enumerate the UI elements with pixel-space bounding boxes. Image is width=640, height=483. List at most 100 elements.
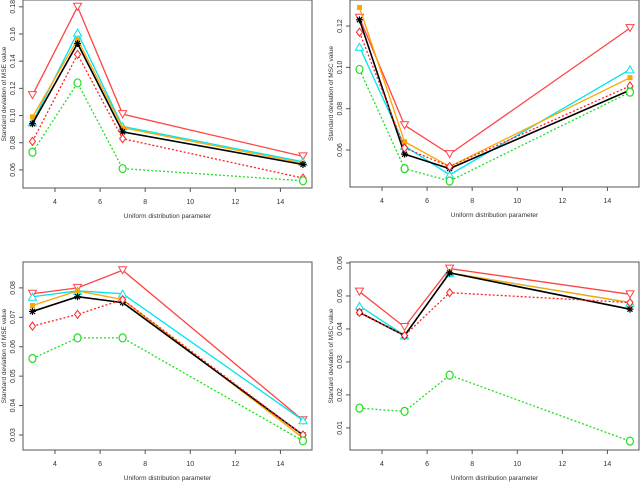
data-point bbox=[27, 292, 38, 301]
data-point bbox=[75, 288, 81, 294]
data-point bbox=[446, 161, 454, 172]
data-point bbox=[72, 28, 83, 37]
data-point bbox=[355, 16, 363, 24]
y-tick-label: 0.08 bbox=[337, 102, 344, 116]
data-point bbox=[298, 415, 308, 425]
series-line bbox=[359, 374, 631, 442]
panel-4: 4 6 8 10 12 14 0.01 0.02 0.03 0.04 0.05 0.06 Uniform… bbox=[328, 256, 640, 482]
series-1 bbox=[354, 13, 635, 159]
series-line bbox=[31, 41, 304, 166]
data-point bbox=[355, 27, 364, 38]
data-point bbox=[355, 64, 364, 75]
data-point bbox=[73, 49, 82, 60]
data-point bbox=[120, 125, 126, 131]
data-point bbox=[118, 333, 127, 343]
y-tick-label: 0.10 bbox=[337, 60, 344, 74]
data-point bbox=[625, 436, 635, 446]
data-point bbox=[401, 150, 409, 158]
x-tick-label: 6 bbox=[98, 199, 102, 206]
y-tick-label: 0.02 bbox=[337, 388, 344, 402]
data-point bbox=[119, 294, 127, 305]
series-line bbox=[359, 292, 631, 337]
x-tick-label: 14 bbox=[277, 199, 285, 206]
data-point bbox=[399, 322, 410, 332]
data-point bbox=[299, 160, 307, 168]
data-point bbox=[28, 353, 37, 364]
data-point bbox=[74, 39, 82, 47]
x-tick-label: 14 bbox=[604, 198, 612, 205]
x-tick-label: 4 bbox=[53, 199, 57, 206]
x-tick-label: 10 bbox=[513, 198, 521, 205]
series-4 bbox=[355, 16, 634, 173]
series-6 bbox=[355, 64, 635, 186]
x-tick-label: 14 bbox=[604, 461, 612, 468]
data-point bbox=[400, 143, 409, 153]
y-tick-label: 0.14 bbox=[10, 54, 17, 68]
series-3 bbox=[356, 270, 633, 339]
plot-frame bbox=[349, 0, 640, 188]
series-line bbox=[32, 298, 304, 436]
series-line bbox=[359, 267, 631, 328]
x-tick-label: 4 bbox=[380, 461, 384, 468]
series-line bbox=[31, 5, 304, 157]
data-point bbox=[627, 75, 633, 81]
x-tick-label: 14 bbox=[277, 461, 285, 468]
series-4 bbox=[28, 39, 307, 168]
x-tick-label: 6 bbox=[425, 461, 429, 468]
y-tick-label: 0.12 bbox=[337, 19, 344, 33]
series-line bbox=[358, 17, 631, 155]
data-point bbox=[73, 78, 82, 88]
data-point bbox=[400, 164, 409, 174]
data-point bbox=[28, 307, 36, 315]
data-point bbox=[625, 87, 635, 97]
x-tick-label: 10 bbox=[513, 461, 521, 468]
x-axis-label: Uniform distribution parameter bbox=[124, 213, 212, 220]
x-tick-label: 12 bbox=[231, 461, 239, 468]
series-line bbox=[32, 290, 304, 439]
series-line bbox=[31, 81, 304, 182]
data-point bbox=[29, 303, 35, 309]
x-tick-label: 6 bbox=[98, 461, 102, 468]
data-point bbox=[75, 36, 81, 42]
data-point bbox=[354, 42, 365, 51]
data-point bbox=[445, 370, 454, 380]
y-tick-label: 0.10 bbox=[10, 109, 17, 123]
series-3 bbox=[29, 288, 306, 441]
data-point bbox=[28, 120, 36, 128]
series-line bbox=[32, 295, 304, 436]
data-point bbox=[28, 136, 37, 147]
data-point bbox=[445, 176, 454, 186]
data-point bbox=[399, 121, 410, 130]
x-tick-label: 4 bbox=[53, 461, 57, 468]
x-tick-label: 4 bbox=[380, 198, 384, 205]
x-axis-label: Uniform distribution parameter bbox=[451, 212, 539, 219]
series-5 bbox=[355, 287, 634, 341]
series-line bbox=[32, 337, 304, 442]
plot-frame bbox=[22, 0, 313, 189]
data-point bbox=[74, 293, 82, 301]
x-tick-label: 8 bbox=[470, 461, 474, 468]
series-line bbox=[32, 290, 304, 421]
x-axis-label: Uniform distribution parameter bbox=[451, 475, 539, 482]
data-point bbox=[446, 269, 454, 277]
series-2 bbox=[27, 28, 308, 166]
data-point bbox=[298, 436, 308, 446]
data-point bbox=[356, 4, 362, 10]
x-tick-label: 8 bbox=[143, 461, 147, 468]
x-tick-label: 8 bbox=[143, 199, 147, 206]
series-line bbox=[358, 46, 631, 176]
data-point bbox=[28, 321, 37, 331]
y-axis-label: Standard deviation of MSC value bbox=[328, 46, 335, 141]
data-point bbox=[625, 64, 635, 74]
series-5 bbox=[28, 49, 307, 183]
x-tick-label: 8 bbox=[470, 198, 474, 205]
series-1 bbox=[27, 2, 308, 161]
data-point bbox=[73, 309, 82, 320]
data-point bbox=[298, 152, 308, 161]
data-point bbox=[355, 403, 364, 413]
data-point bbox=[119, 128, 127, 136]
y-tick-label: 0.04 bbox=[10, 399, 17, 413]
data-point bbox=[354, 287, 365, 297]
x-axis-label: Uniform distribution parameter bbox=[124, 475, 212, 482]
